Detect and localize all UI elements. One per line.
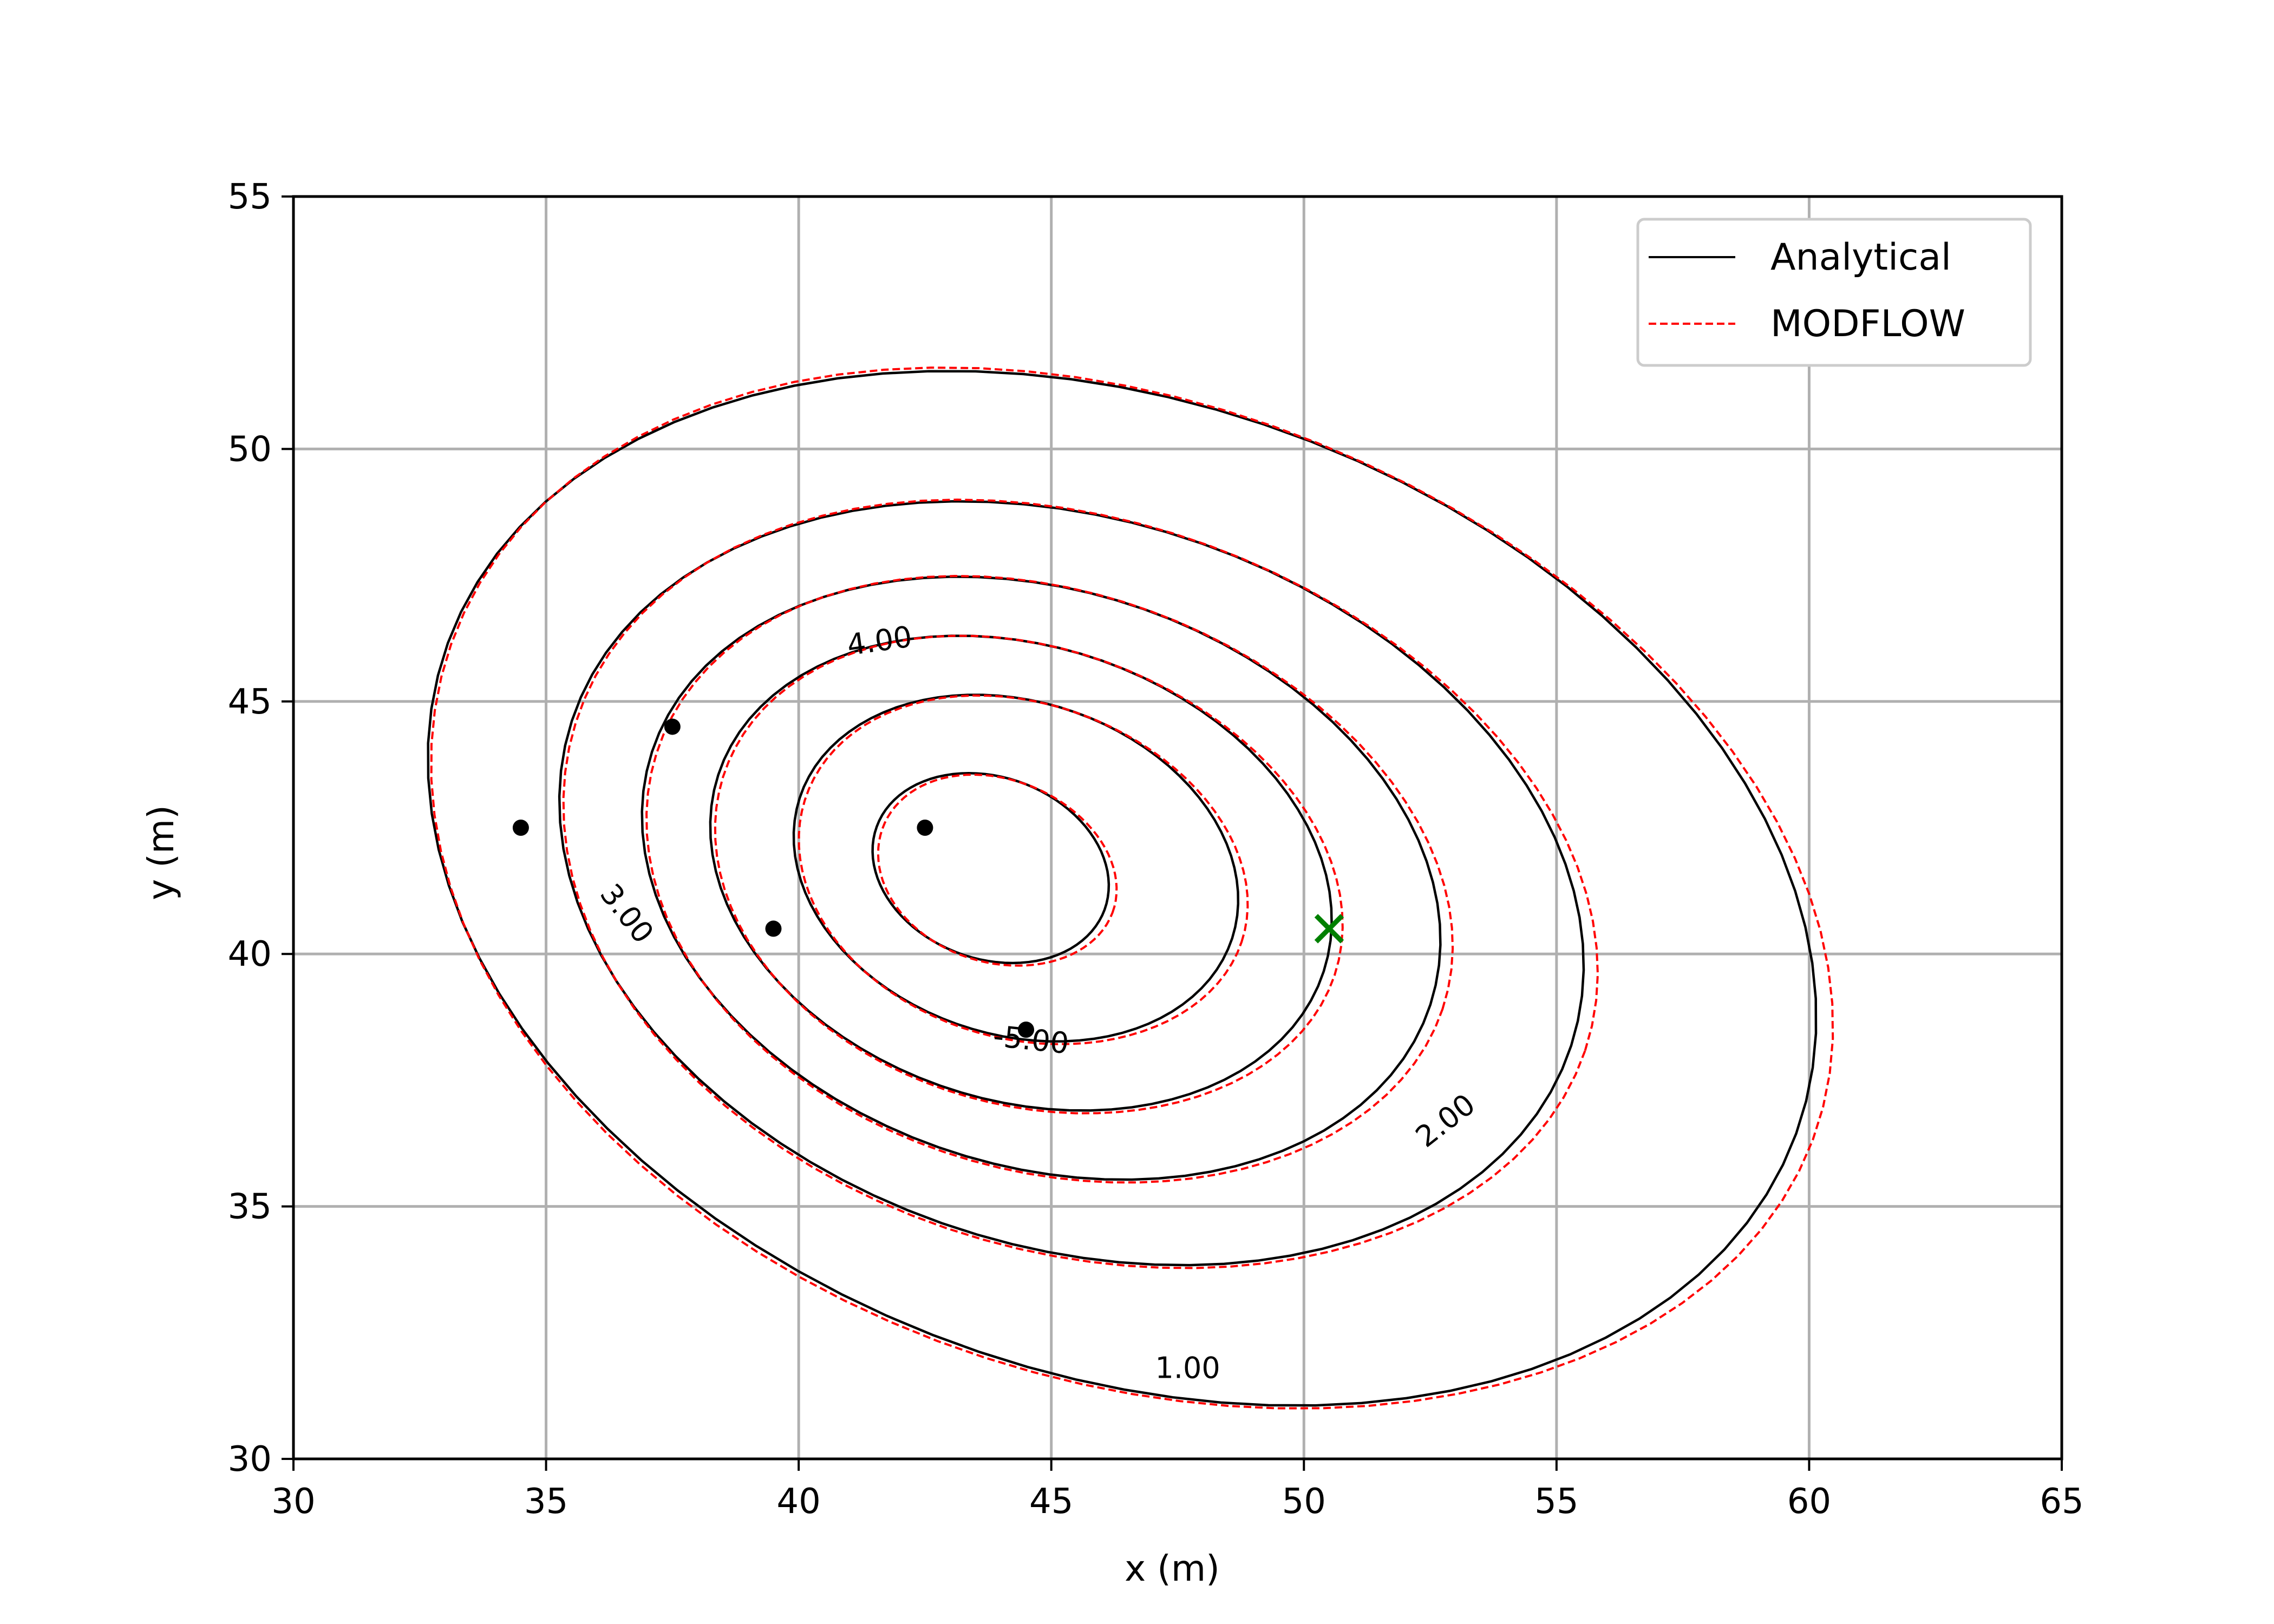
well-marker bbox=[512, 820, 529, 836]
y-tick-label: 45 bbox=[228, 682, 272, 722]
well-marker bbox=[765, 920, 782, 937]
x-tick-label: 30 bbox=[271, 1482, 315, 1522]
y-axis-label: y (m) bbox=[140, 805, 182, 900]
x-tick-label: 65 bbox=[2040, 1482, 2083, 1522]
analytical-contour-line bbox=[792, 693, 1240, 1043]
modflow-contour-line bbox=[430, 366, 1834, 1410]
contour-lines bbox=[427, 366, 1834, 1410]
observation-marker bbox=[1314, 914, 1344, 944]
modflow-contour-line bbox=[877, 773, 1118, 967]
analytical-contour-line bbox=[427, 370, 1818, 1407]
analytical-contour-line bbox=[709, 634, 1333, 1112]
x-tick-label: 60 bbox=[1787, 1482, 1831, 1522]
x-tick-label: 35 bbox=[524, 1482, 568, 1522]
x-tick-label: 50 bbox=[1282, 1482, 1326, 1522]
modflow-contour-line bbox=[714, 634, 1344, 1115]
y-tick-label: 35 bbox=[228, 1187, 272, 1227]
axes-frame bbox=[292, 195, 2063, 1461]
axis-ticks: 30 35 40 45 50 55 60 65 30 35 40 45 50 55 bbox=[228, 177, 2084, 1522]
x-tick-label: 55 bbox=[1534, 1482, 1578, 1522]
legend-box bbox=[1636, 218, 2032, 367]
contour-label: 1.00 bbox=[1155, 1351, 1220, 1385]
y-tick-label: 55 bbox=[228, 177, 272, 217]
markers bbox=[512, 718, 1344, 1038]
observation-stroke bbox=[1314, 914, 1344, 944]
x-axis-label: x (m) bbox=[1125, 1548, 1220, 1589]
well-marker bbox=[1018, 1021, 1035, 1038]
analytical-contour-line bbox=[641, 575, 1442, 1181]
x-tick-label: 40 bbox=[776, 1482, 820, 1522]
axes-border bbox=[292, 195, 2063, 1461]
y-tick-label: 40 bbox=[228, 934, 272, 974]
analytical-contour-line bbox=[558, 500, 1585, 1267]
modflow-contour-line bbox=[798, 694, 1249, 1045]
y-tick-label: 50 bbox=[228, 429, 272, 469]
well-marker bbox=[917, 820, 933, 836]
well-marker bbox=[664, 718, 681, 735]
contour-label: -5.00 bbox=[992, 1019, 1071, 1060]
legend-analytical-label: Analytical bbox=[1770, 236, 1951, 279]
legend-modflow-label: MODFLOW bbox=[1770, 303, 1965, 345]
modflow-contour-line bbox=[562, 498, 1599, 1269]
legend: Analytical MODFLOW bbox=[1636, 218, 2032, 367]
analytical-contour-line bbox=[871, 771, 1110, 965]
x-tick-label: 45 bbox=[1029, 1482, 1073, 1522]
modflow-contour-line bbox=[645, 574, 1454, 1184]
y-tick-label: 30 bbox=[228, 1439, 272, 1479]
